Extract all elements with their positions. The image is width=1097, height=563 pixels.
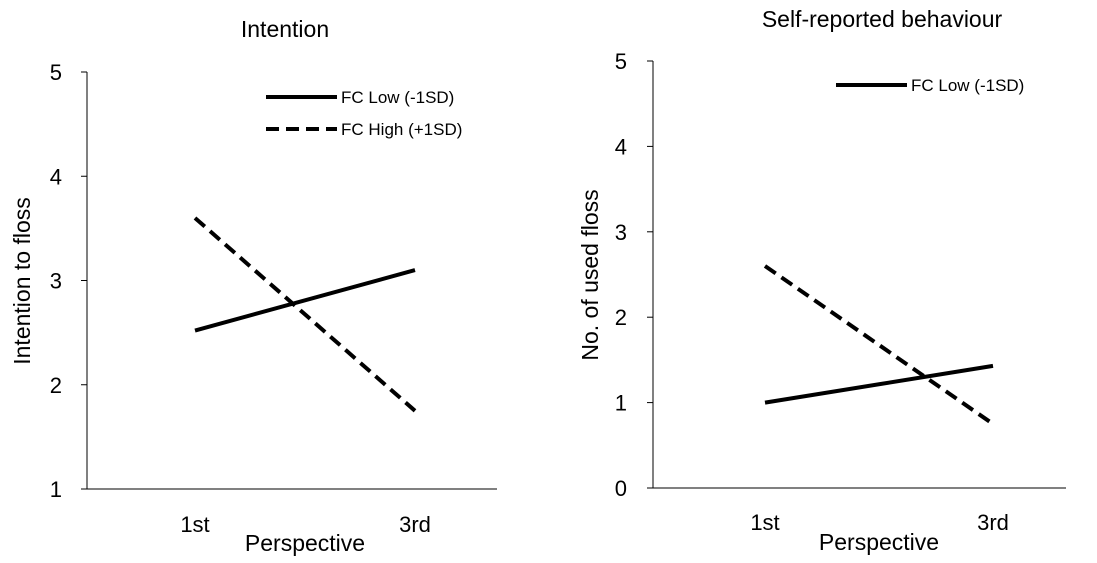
y-tick-label: 3 xyxy=(50,269,62,294)
x-tick-label: 3rd xyxy=(399,512,431,537)
legend-label: FC Low (-1SD) xyxy=(911,76,1024,95)
x-tick-label: 1st xyxy=(180,512,209,537)
y-ticks: 0 1 2 3 4 5 xyxy=(615,49,653,501)
y-ticks: 1 2 3 4 5 xyxy=(50,60,87,502)
chart-title: Intention xyxy=(241,16,329,42)
behaviour-chart: Self-reported behaviour No. of used flos… xyxy=(577,6,1066,555)
x-tick-label: 3rd xyxy=(977,510,1009,535)
x-ticks: 1st 3rd xyxy=(180,512,431,537)
x-ticks: 1st 3rd xyxy=(750,510,1009,535)
y-tick-label: 1 xyxy=(50,477,62,502)
intention-chart: Intention Intention to floss Perspective… xyxy=(9,16,497,556)
y-tick-label: 2 xyxy=(50,373,62,398)
series-line-solid xyxy=(194,268,416,333)
legend-label: FC High (+1SD) xyxy=(341,120,462,139)
y-tick-label: 2 xyxy=(615,305,627,330)
x-axis-label: Perspective xyxy=(819,529,939,555)
x-axis-label: Perspective xyxy=(245,530,365,556)
y-axis-label: No. of used floss xyxy=(577,189,603,360)
y-tick-label: 3 xyxy=(615,220,627,245)
series-line-dashed xyxy=(763,264,995,426)
series-lines xyxy=(193,216,417,413)
chart-title: Self-reported behaviour xyxy=(762,6,1003,32)
x-tick-label: 1st xyxy=(750,510,779,535)
series-line-dashed xyxy=(193,216,417,413)
y-tick-label: 5 xyxy=(615,49,627,74)
legend: FC Low (-1SD) xyxy=(836,76,1024,95)
series-lines xyxy=(763,264,995,426)
y-tick-label: 4 xyxy=(50,164,62,189)
y-tick-label: 0 xyxy=(615,476,627,501)
series-line-solid xyxy=(764,363,994,405)
legend-label: FC Low (-1SD) xyxy=(341,88,454,107)
axes xyxy=(652,61,1066,489)
y-tick-label: 4 xyxy=(615,134,627,159)
y-tick-label: 5 xyxy=(50,60,62,85)
legend: FC Low (-1SD) FC High (+1SD) xyxy=(266,88,462,139)
y-tick-label: 1 xyxy=(615,391,627,416)
y-axis-label: Intention to floss xyxy=(9,197,35,365)
